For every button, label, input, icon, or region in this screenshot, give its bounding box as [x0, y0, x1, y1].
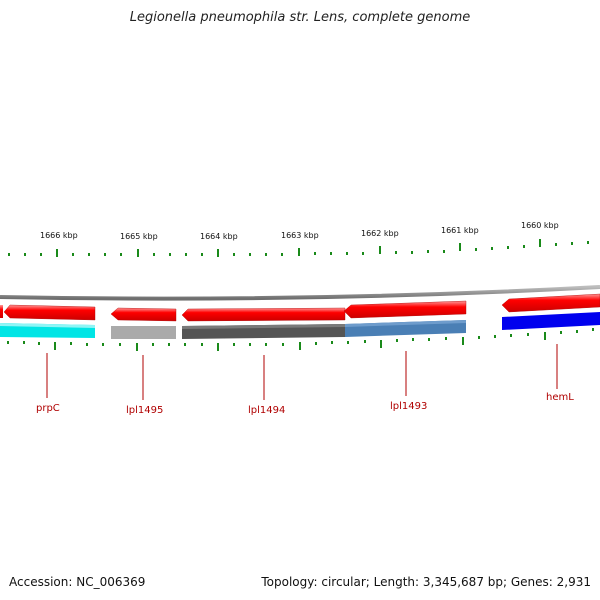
gene-arrows	[0, 293, 600, 322]
genome-backbone	[0, 285, 600, 301]
scale-label-1664: 1664 kbp	[200, 232, 238, 241]
gene-arrow-hemL	[501, 293, 600, 313]
class-bar-lpl1494-shade	[182, 324, 345, 329]
scale-label-1666: 1666 kbp	[40, 231, 78, 240]
scale-label-1660: 1660 kbp	[521, 221, 559, 230]
scale-label-1665: 1665 kbp	[120, 232, 158, 241]
gene-arrow-lpl1495	[110, 307, 177, 322]
gene-arrow-lpl1493	[343, 300, 467, 319]
gene-label-lpl1495: lpl1495	[126, 405, 163, 416]
outer-tick-row	[8, 239, 589, 257]
gene-class-bars	[0, 312, 600, 339]
scale-label-1662: 1662 kbp	[361, 229, 399, 238]
gene-label-lpl1493: lpl1493	[390, 401, 427, 412]
gene-arrow-prpC	[3, 304, 96, 321]
gene-arrow-lpl1494	[181, 307, 346, 322]
class-bar-lpl1495	[111, 326, 176, 339]
map-title: Legionella pneumophila str. Lens, comple…	[129, 10, 471, 25]
accession-text: Accession: NC_006369	[9, 575, 146, 589]
inner-tick-row	[7, 328, 594, 351]
gene-label-prpC: prpC	[36, 403, 60, 414]
gene-label-hemL: hemL	[546, 392, 574, 403]
gene-arrow-left-partial	[0, 305, 3, 318]
scale-label-1663: 1663 kbp	[281, 231, 319, 240]
gene-label-lpl1494: lpl1494	[248, 405, 285, 416]
label-leaders	[46, 344, 558, 400]
class-bar-lpl1493-shade	[345, 320, 466, 327]
class-bar-hemL	[502, 312, 600, 330]
class-bar-prpC-shade	[0, 323, 95, 328]
scale-label-1661: 1661 kbp	[441, 226, 479, 235]
genome-summary-text: Topology: circular; Length: 3,345,687 bp…	[261, 575, 591, 589]
